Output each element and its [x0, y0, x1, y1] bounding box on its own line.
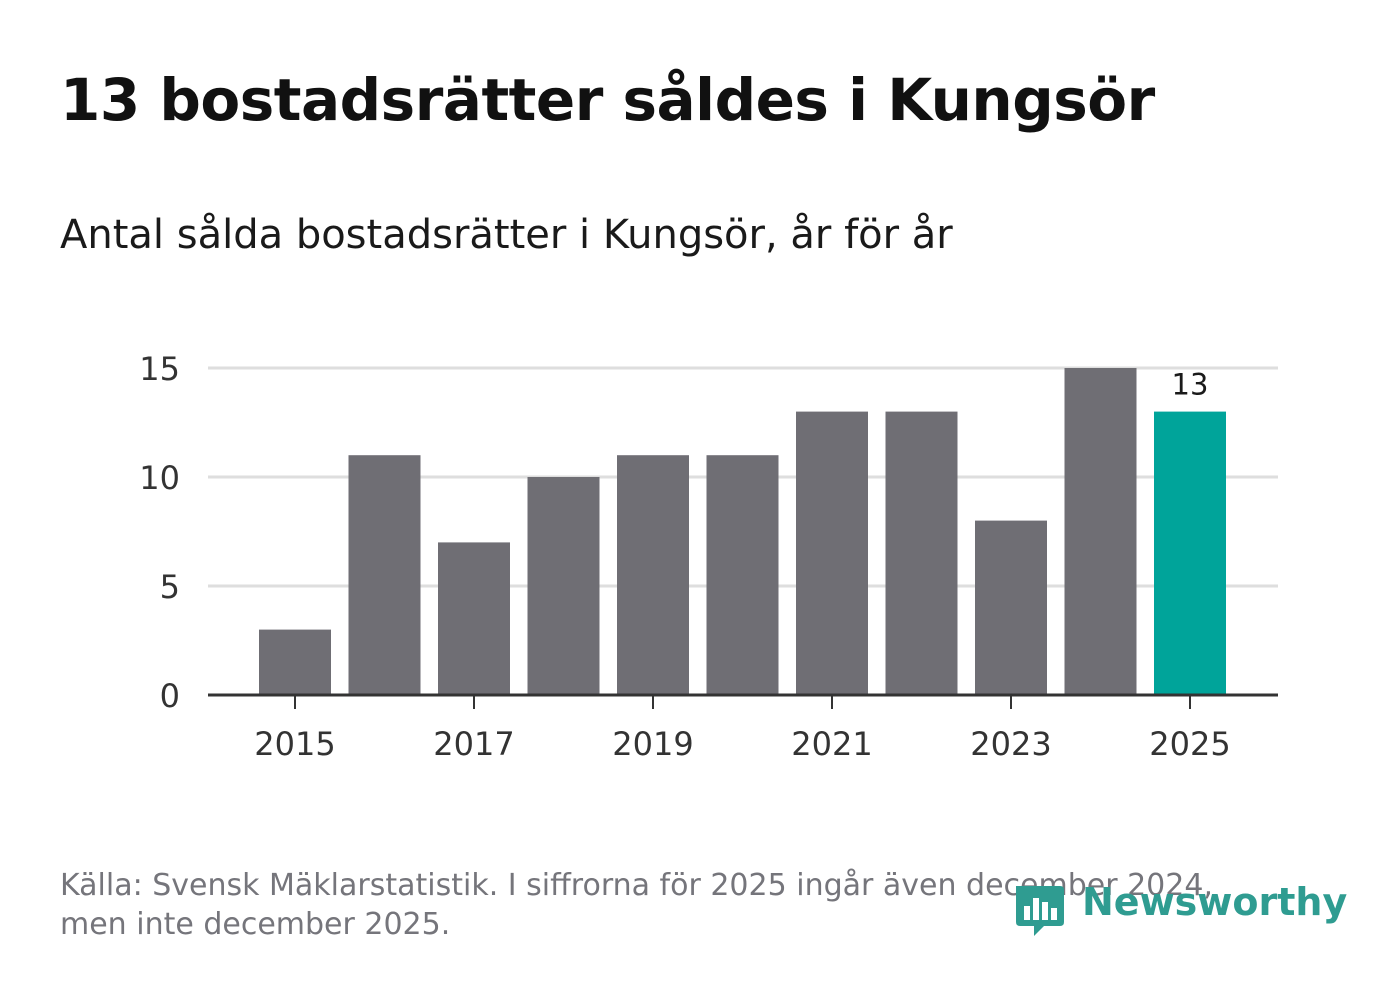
x-tick-label: 2019	[612, 725, 693, 763]
y-tick-label: 5	[160, 568, 180, 606]
bar-2016	[348, 455, 421, 695]
x-tick-label: 2017	[433, 725, 514, 763]
bar-2019	[617, 455, 689, 695]
x-tick-label: 2021	[791, 725, 872, 763]
bar-2018	[527, 477, 600, 695]
labels: 0 5 10 15 2015 2017 2019 2021 2023 2025 13	[139, 350, 1230, 763]
x-tick-label: 2015	[254, 725, 335, 763]
newsworthy-logo: Newsworthy	[1010, 878, 1347, 940]
x-tick-label: 2023	[970, 725, 1051, 763]
data-label-2025: 13	[1172, 368, 1209, 402]
source-note-line-2: men inte december 2025.	[60, 907, 451, 942]
x-axis	[208, 693, 1278, 709]
y-tick-label: 0	[160, 677, 180, 715]
y-tick-label: 15	[139, 350, 180, 388]
chart-title: 13 bostadsrätter såldes i Kungsör	[60, 66, 1155, 134]
bar-2015	[259, 629, 331, 695]
logo-wordmark: Newsworthy	[1082, 880, 1348, 924]
bar-chart-bubble-icon	[1016, 886, 1064, 936]
chart-subtitle: Antal sålda bostadsrätter i Kungsör, år …	[60, 212, 953, 258]
bar-2024	[1064, 368, 1137, 695]
x-tick-label: 2025	[1149, 725, 1230, 763]
bar-2017	[438, 542, 510, 695]
bar-2021	[796, 411, 868, 695]
bar-2023	[975, 520, 1047, 695]
bar-2022	[885, 411, 958, 695]
bar-2025	[1154, 411, 1226, 695]
bar-2020	[706, 455, 779, 695]
bar-chart: 0 5 10 15 2015 2017 2019 2021 2023 2025 13	[139, 350, 1278, 763]
y-tick-label: 10	[139, 459, 180, 497]
bars	[259, 368, 1226, 695]
